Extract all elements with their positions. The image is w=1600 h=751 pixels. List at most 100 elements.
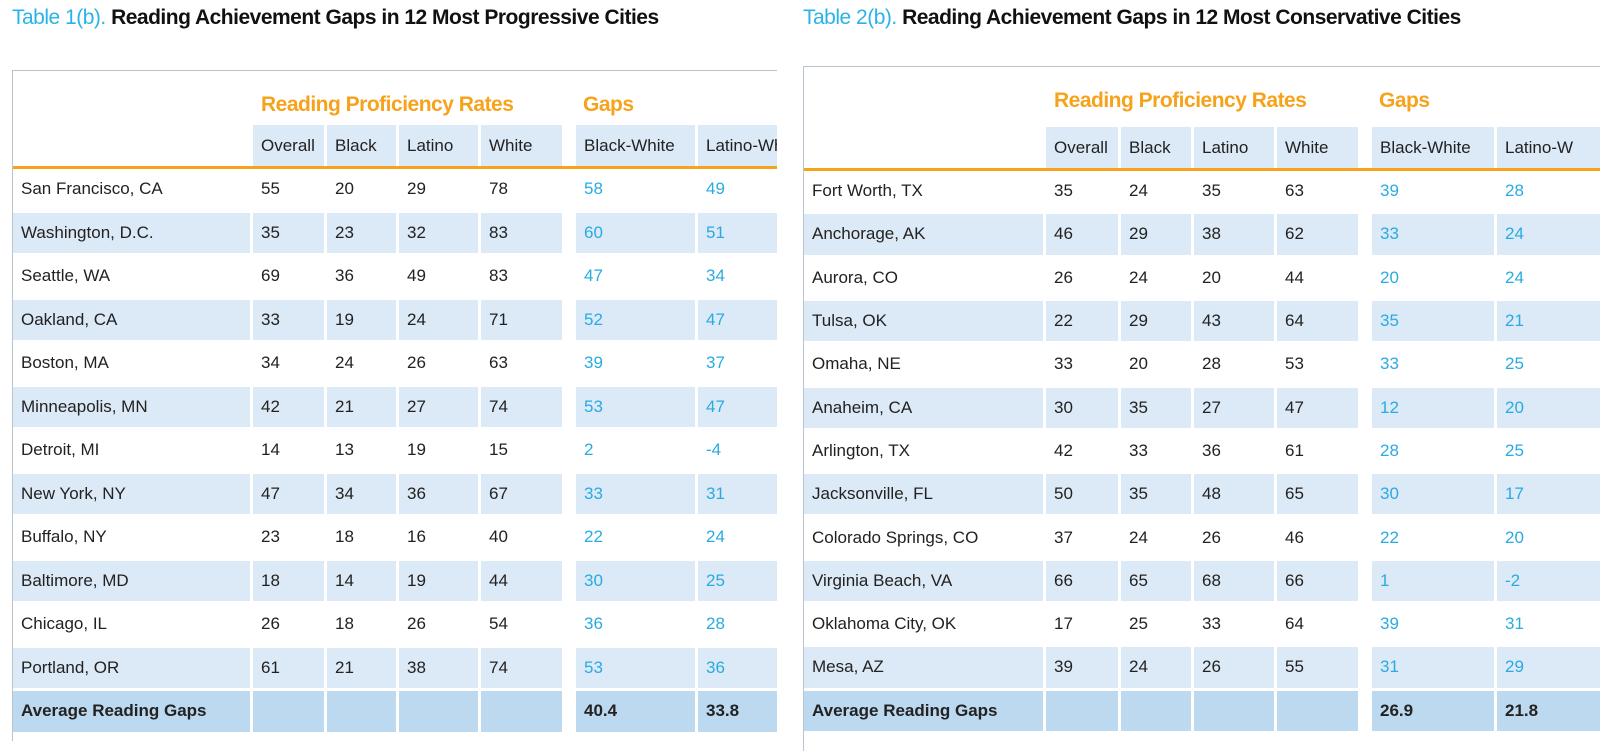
data-row: Buffalo, NY 23 18 16 40 22 24 [13,517,777,561]
group-header: Gaps [1379,89,1430,112]
value-cell: 35 [1194,171,1274,212]
data-row: Oakland, CA 33 19 24 71 52 47 [13,299,777,344]
city-cell: Chicago, IL [13,604,250,645]
column-header: Latino-W [1497,127,1600,168]
value-cell: 2 [576,430,695,471]
average-label: Average Reading Gaps [13,691,250,732]
value-cell: 35 [1046,171,1118,212]
value-cell: 68 [1194,560,1274,601]
empty-cell [1121,690,1191,731]
value-cell: 23 [253,517,324,558]
value-cell: 30 [1046,387,1118,428]
value-cell: 22 [1046,300,1118,342]
average-value: 26.9 [1372,690,1494,731]
value-cell: 29 [1497,647,1600,688]
value-cell: 65 [1277,474,1358,515]
value-cell: 49 [399,256,478,297]
value-cell: 20 [1121,344,1191,385]
value-cell: 66 [1277,560,1358,601]
title-prefix: Table 2(b). [803,6,897,29]
value-cell: 43 [1194,300,1274,342]
empty-cell [1194,690,1274,731]
spacer [1361,691,1369,731]
value-cell: 49 [698,169,777,210]
value-cell: 34 [698,256,777,297]
value-cell: 24 [1121,647,1191,688]
value-cell: -4 [698,430,777,471]
city-cell: Virginia Beach, VA [804,560,1043,601]
data-row: New York, NY 47 34 36 67 33 31 [13,473,777,518]
value-cell: 40 [481,517,562,558]
data-row: Baltimore, MD 18 14 19 44 30 25 [13,560,777,605]
value-cell: 74 [481,386,562,427]
value-cell: 31 [1497,604,1600,645]
value-cell: 62 [1277,214,1358,255]
column-header: Black-White [576,125,695,166]
spacer [1361,474,1369,514]
value-cell: 33 [1194,604,1274,645]
average-row: Average Reading Gaps 26.9 21.8 [804,690,1600,734]
value-cell: 33 [1372,214,1494,255]
data-row: San Francisco, CA 55 20 29 78 58 49 [13,169,777,213]
city-cell: Baltimore, MD [13,560,250,601]
value-cell: 33 [1046,344,1118,385]
value-cell: 14 [253,430,324,471]
data-row: Chicago, IL 26 18 26 54 36 28 [13,604,777,648]
value-cell: 30 [576,560,695,601]
value-cell: 24 [327,343,396,384]
value-cell: 12 [1372,387,1494,428]
value-cell: 39 [576,343,695,384]
value-cell: 55 [253,169,324,210]
data-row: Seattle, WA 69 36 49 83 47 34 [13,256,777,300]
value-cell: 39 [1046,647,1118,688]
data-row: Omaha, NE 33 20 28 53 33 25 [804,344,1600,387]
data-row: Arlington, TX 42 33 36 61 28 25 [804,430,1600,474]
value-cell: 21 [327,386,396,427]
value-cell: 24 [698,517,777,558]
value-cell: 52 [576,299,695,340]
city-cell: Minneapolis, MN [13,386,250,427]
value-cell: 35 [1372,300,1494,342]
empty-cell [481,691,562,732]
header-cell [13,125,250,166]
city-cell: Arlington, TX [804,430,1043,472]
value-cell: 30 [1372,474,1494,515]
spacer [565,517,573,558]
value-cell: 26 [399,343,478,384]
city-cell: New York, NY [13,473,250,514]
spacer [1361,517,1369,557]
spacer [565,343,573,384]
value-cell: -2 [1497,560,1600,601]
spacer [565,213,573,254]
value-cell: 26 [399,604,478,645]
group-header: Reading Proficiency Rates [1054,89,1307,112]
value-cell: 36 [576,604,695,645]
column-header: Overall [1046,127,1118,168]
value-cell: 50 [1046,474,1118,515]
spacer [1361,647,1369,687]
data-row: Anaheim, CA 30 35 27 47 12 20 [804,387,1600,431]
empty-cell [1046,690,1118,731]
value-cell: 25 [1121,604,1191,645]
city-cell: Buffalo, NY [13,517,250,558]
value-cell: 18 [327,604,396,645]
value-cell: 61 [253,647,324,688]
empty-cell [253,691,324,732]
spacer [565,604,573,645]
value-cell: 26 [1046,257,1118,298]
spacer [565,125,573,166]
value-cell: 28 [698,604,777,645]
data-row: Tulsa, OK 22 29 43 64 35 21 [804,300,1600,344]
value-cell: 21 [327,647,396,688]
value-cell: 34 [253,343,324,384]
city-cell: Oklahoma City, OK [804,604,1043,645]
city-cell: Washington, D.C. [13,212,250,253]
value-cell: 65 [1121,560,1191,601]
group-header: Reading Proficiency Rates [261,93,514,116]
city-cell: San Francisco, CA [13,169,250,210]
city-cell: Aurora, CO [804,257,1043,298]
data-row: Detroit, MI 14 13 19 15 2 -4 [13,430,777,474]
city-cell: Anchorage, AK [804,214,1043,255]
spacer [565,648,573,689]
value-cell: 83 [481,212,562,253]
